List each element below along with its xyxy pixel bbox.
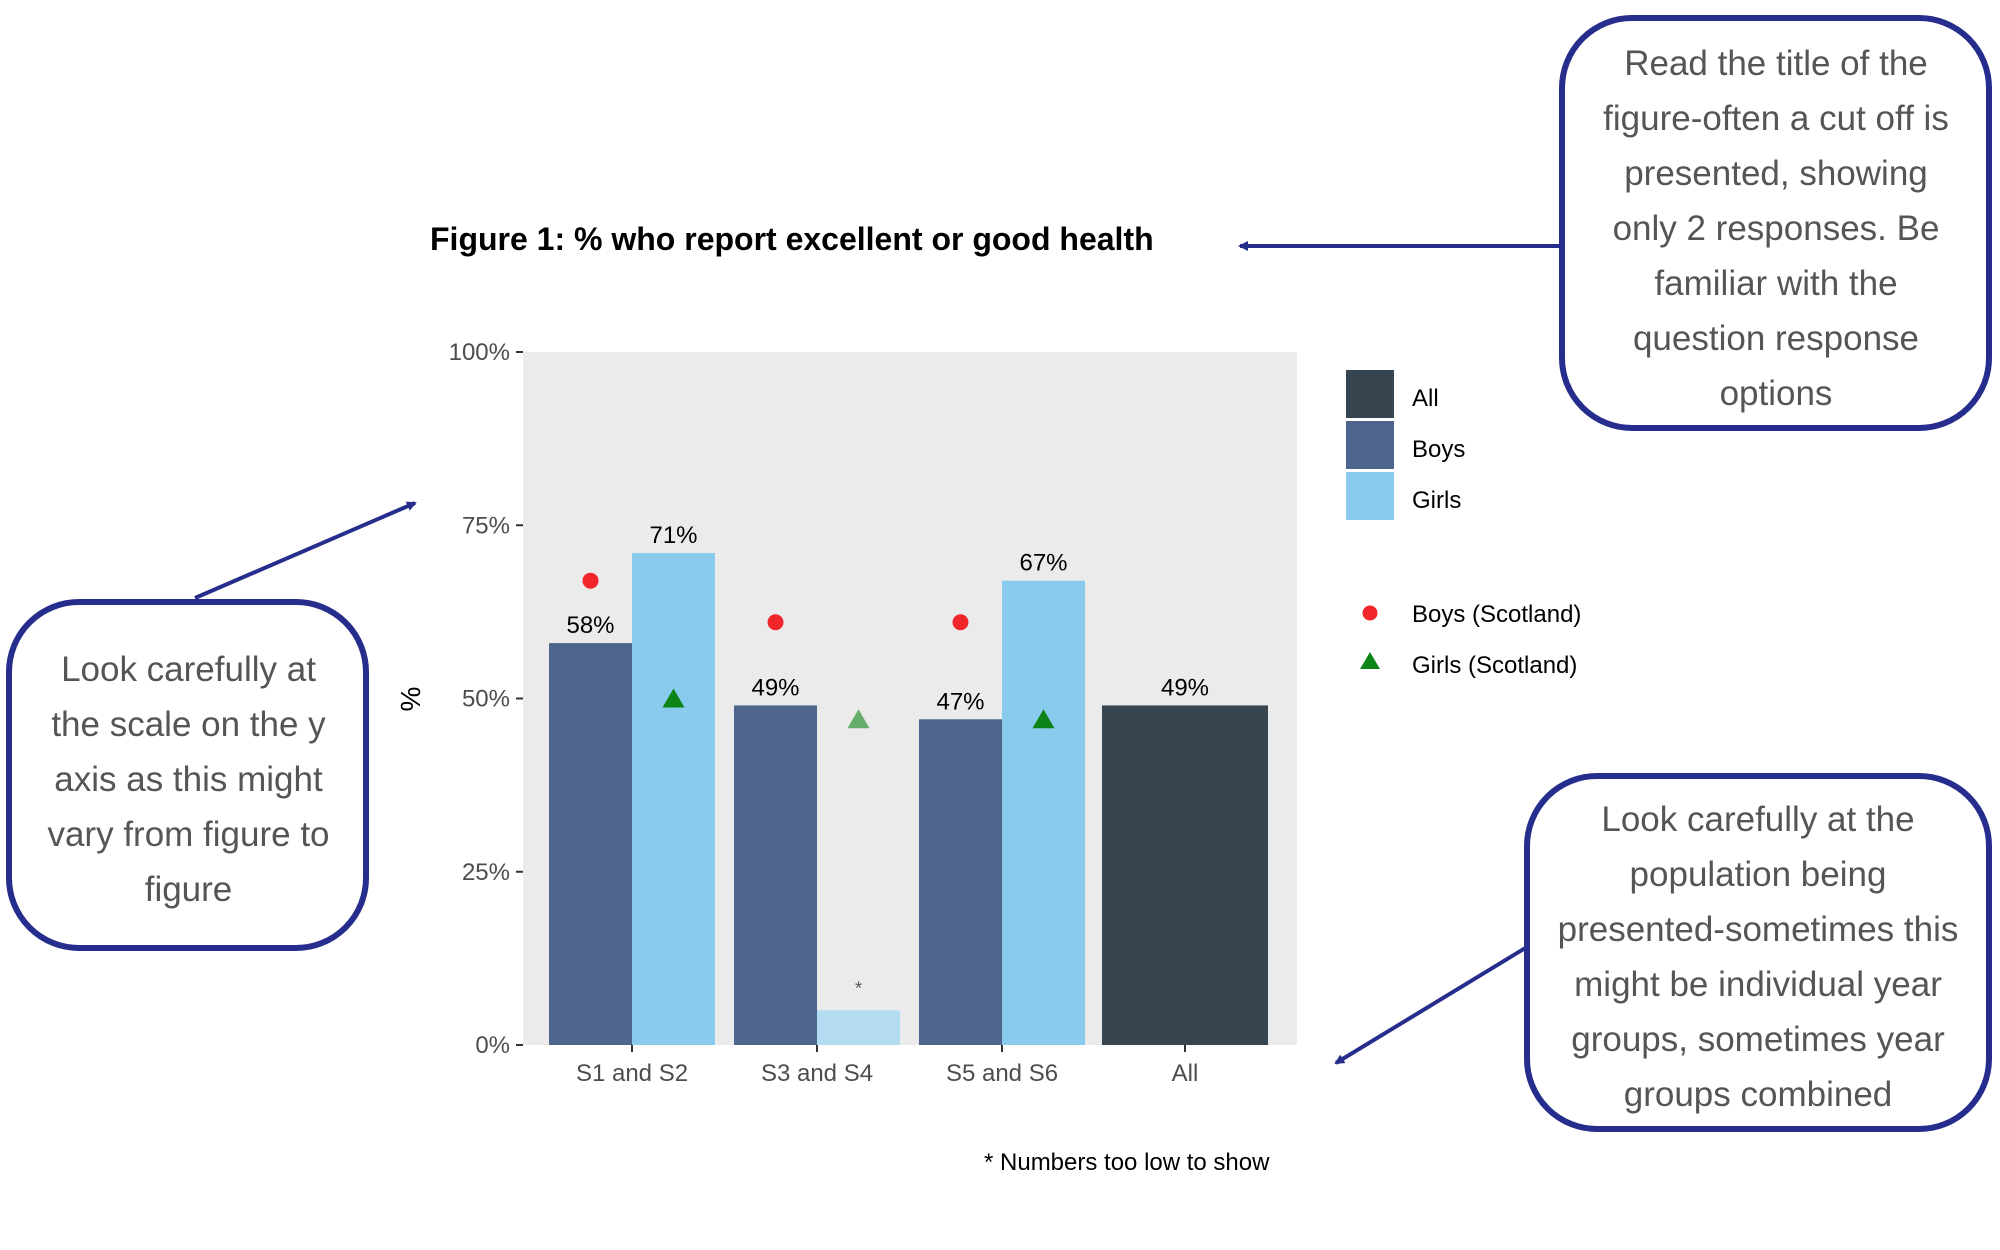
callout-box-population: [1524, 773, 1992, 1132]
callout-text-population: Look carefully at the population being p…: [1557, 800, 1959, 1114]
bar-girls-suppressed: [817, 1010, 900, 1045]
x-tick-label: S5 and S6: [946, 1060, 1058, 1087]
chart-title: Figure 1: % who report excellent or good…: [430, 221, 1154, 257]
y-axis-title: %: [395, 687, 426, 712]
suppressed-marker: *: [855, 978, 862, 998]
data-label-girls: 71%: [649, 522, 697, 549]
legend-marker-girls-scotland: [1360, 652, 1380, 669]
marker-boys-scotland: [767, 614, 784, 631]
marker-boys-scotland: [582, 572, 599, 589]
legend-label-boys-scotland: Boys (Scotland): [1412, 601, 1581, 628]
population-arrow: [1334, 945, 1529, 1065]
legend-swatch-girls: [1346, 472, 1394, 520]
x-tick-label: S1 and S2: [576, 1060, 688, 1087]
bar-boys: [549, 643, 632, 1045]
data-label-girls: 67%: [1019, 550, 1067, 577]
data-label-boys: 47%: [936, 688, 984, 715]
marker-girls-scotland: [847, 709, 870, 729]
marker-girls-scotland: [662, 688, 685, 708]
x-tick-label: All: [1172, 1060, 1199, 1087]
legend-label-girls: Girls: [1412, 487, 1461, 514]
marker-girls-scotland: [1032, 709, 1055, 729]
y-tick-label: 50%: [462, 686, 510, 713]
y-tick-label: 25%: [462, 859, 510, 886]
callout-box-title: [1559, 15, 1992, 431]
y-tick-label: 75%: [462, 512, 510, 539]
legend-label-all: All: [1412, 385, 1439, 412]
bar-all: [1102, 705, 1268, 1045]
scotland-markers: [582, 572, 1055, 729]
data-label-boys: 58%: [566, 612, 614, 639]
legend-swatch-all: [1346, 370, 1394, 418]
bar-girls: [632, 552, 715, 1045]
legend: All Boys Girls Boys (Scotland) Girls (Sc…: [1346, 370, 1581, 679]
x-axis: S1 and S2 S3 and S4 S5 and S6 All: [576, 1045, 1198, 1087]
x-tick-label: S3 and S4: [761, 1060, 873, 1087]
bar-girls: [1002, 580, 1085, 1045]
legend-label-boys: Boys: [1412, 436, 1465, 463]
marker-boys-scotland: [952, 614, 969, 631]
y-tick-label: 100%: [449, 339, 510, 366]
legend-marker-boys-scotland: [1362, 605, 1378, 621]
callout-box-scale: [6, 599, 369, 951]
bars: 58% 71% 49% * 47% 67% 49%: [549, 522, 1268, 1045]
legend-swatch-boys: [1346, 421, 1394, 469]
bar-boys: [734, 705, 817, 1045]
legend-label-girls-scotland: Girls (Scotland): [1412, 652, 1577, 679]
y-tick-label: 0%: [475, 1032, 510, 1059]
scale-arrow: [194, 501, 417, 600]
footnote: * Numbers too low to show: [984, 1149, 1270, 1176]
data-label-boys: 49%: [751, 674, 799, 701]
data-label-all: 49%: [1161, 674, 1209, 701]
bar-boys: [919, 719, 1002, 1045]
y-axis: 0% 25% 50% 75% 100%: [449, 339, 523, 1059]
callout-text-title: Read the title of the figure-often a cut…: [1603, 44, 1949, 413]
callout-text-scale: Look carefully at the scale on the y axi…: [47, 650, 330, 909]
